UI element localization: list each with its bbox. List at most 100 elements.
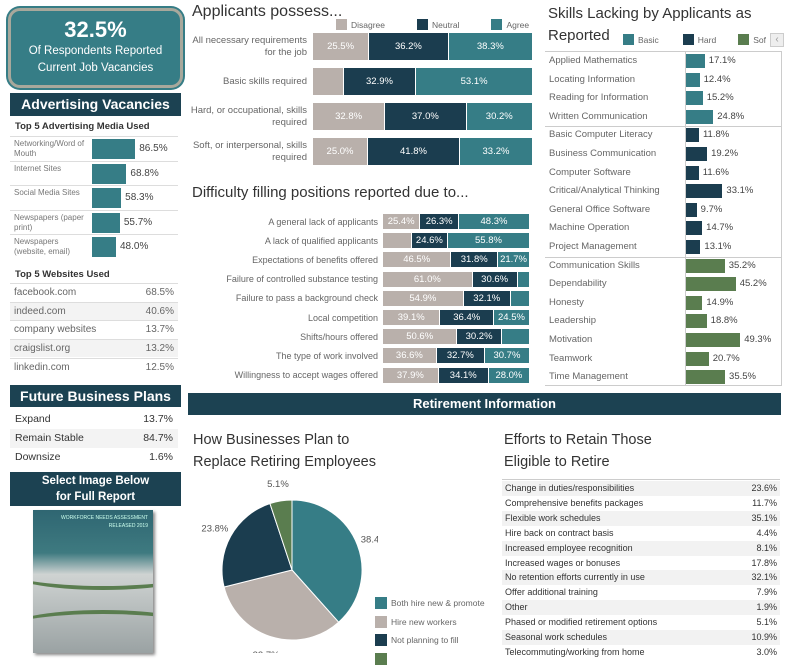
efforts-value: 1.9%: [756, 602, 777, 613]
efforts-value: 8.1%: [756, 542, 777, 553]
stacked-bar: 39.1% 36.4% 24.5%: [383, 310, 530, 325]
efforts-value: 32.1%: [751, 572, 777, 583]
pie-slice-label: 32.7%: [253, 650, 280, 653]
efforts-row: Flexible work schedules 35.1%: [502, 510, 780, 526]
media-row: Internet Sites 68.8%: [10, 160, 178, 185]
skill-bar: [686, 165, 699, 180]
website-value: 12.5%: [145, 361, 174, 373]
skill-value: 45.2%: [739, 278, 767, 290]
pie-title-line2: Replace Retiring Employees: [193, 454, 376, 470]
pie-legend-item: Not planning to fill: [375, 634, 459, 646]
skill-label: Machine Operation: [549, 222, 630, 234]
pie-title-line1: How Businesses Plan to: [193, 432, 350, 448]
pie-slice[interactable]: [269, 499, 293, 571]
stacked-bar: 46.5% 31.8% 21.7%: [383, 252, 530, 268]
future-row: Remain Stable 84.7%: [10, 429, 178, 448]
skill-label: Communication Skills: [549, 259, 640, 271]
skill-bar: [686, 221, 703, 236]
efforts-row: Offer additional training 7.9%: [502, 585, 780, 601]
pie-slice-label: 23.8%: [201, 524, 228, 535]
legend-scroll-left-icon[interactable]: ‹: [770, 33, 784, 47]
bar-segment-agree: 33.2%: [459, 138, 533, 165]
efforts-label: No retention efforts currently in use: [505, 572, 645, 583]
skill-row: Applied Mathematics 17.1%: [545, 52, 782, 71]
skill-bar: [686, 54, 705, 68]
retirement-header: Retirement Information: [188, 393, 781, 415]
pie-legend-swatch: [375, 597, 387, 609]
website-row: craigslist.org 13.2%: [10, 339, 178, 358]
media-label: Social Media Sites: [14, 188, 80, 197]
skill-row: Time Management 35.5%: [545, 368, 782, 387]
media-bar: [92, 212, 120, 233]
skill-value: 18.8%: [710, 315, 738, 327]
bar-segment-agree: 28.0%: [488, 367, 530, 383]
bar-segment-neutral: 37.0%: [385, 103, 467, 130]
replace-retiring-pie-chart: 38.4% 32.7% 23.8% 5.1%: [201, 479, 378, 653]
efforts-label: Phased or modified retirement options: [505, 617, 658, 628]
legend-hard: Hard: [697, 34, 717, 45]
future-header: Future Business Plans: [10, 385, 181, 407]
row-label: Willingness to accept wages offered: [234, 370, 378, 381]
skill-bar: [686, 72, 700, 87]
bar-segment-agree: 38.3%: [448, 33, 533, 60]
media-row: Social Media Sites 58.3%: [10, 185, 178, 209]
pie-slice[interactable]: [291, 499, 363, 623]
skill-label: Business Communication: [549, 148, 657, 159]
skill-row: Computer Software 11.6%: [545, 164, 782, 183]
bar-segment-agree: 55.8%: [447, 233, 530, 249]
bar-segment-disagree: 50.6%: [383, 329, 458, 345]
pie-slice[interactable]: [221, 502, 293, 588]
website-label: facebook.com: [14, 287, 77, 298]
future-label: Downsize: [15, 451, 61, 463]
media-bar: [92, 237, 116, 257]
media-label: Newspapers (website, email): [14, 237, 71, 256]
pie-slice[interactable]: [223, 569, 340, 641]
stacked-bar: 32.9% 53.1%: [313, 68, 533, 95]
efforts-label: Increased employee recognition: [505, 542, 633, 553]
legend-swatch-soft: [738, 34, 750, 45]
bar-segment-neutral: 32.1%: [463, 290, 511, 306]
row-label: Failure of controlled substance testing: [226, 274, 378, 285]
skill-value: 9.7%: [700, 203, 723, 215]
skill-value: 17.1%: [708, 55, 736, 66]
stacked-bar: 25.4% 26.3% 48.3%: [383, 214, 530, 229]
bar-segment-agree: [510, 290, 530, 306]
full-report-cover-image[interactable]: WORKFORCE NEEDS ASSESSMENT RELEASED 2019: [33, 510, 153, 653]
efforts-label: Flexible work schedules: [505, 512, 601, 523]
applicants-legend: Disagree Neutral Agree: [336, 19, 529, 30]
pie-legend-item: [375, 652, 391, 665]
applicants-title: Applicants possess...: [192, 3, 343, 20]
media-row: Newspapers (paper print) 55.7%: [10, 209, 178, 234]
skill-row: Communication Skills 35.2%: [545, 257, 782, 276]
skill-value: 11.8%: [702, 129, 730, 141]
legend-swatch-disagree: [336, 19, 347, 30]
efforts-title-line1: Efforts to Retain Those: [504, 432, 652, 448]
efforts-title: Efforts to Retain Those Eligible to Reti…: [504, 429, 652, 473]
pie-slice-label: 5.1%: [267, 479, 289, 490]
website-row: company websites 13.7%: [10, 320, 178, 339]
stacked-bar: 24.6% 55.8%: [383, 233, 530, 249]
website-value: 13.2%: [145, 343, 174, 355]
pie-legend-label: Not planning to fill: [391, 635, 459, 645]
skill-value: 35.2%: [728, 259, 756, 271]
bar-segment-disagree: [313, 68, 344, 95]
pie-legend-item: Both hire new & promote: [375, 597, 485, 609]
skill-row: General Office Software 9.7%: [545, 201, 782, 220]
stacked-bar: 32.8% 37.0% 30.2%: [313, 103, 533, 130]
future-row: Expand 13.7%: [10, 410, 178, 429]
bar-segment-agree: 53.1%: [416, 68, 533, 95]
skill-row: Teamwork 20.7%: [545, 350, 782, 369]
skill-label: Computer Software: [549, 166, 631, 178]
media-value: 68.8%: [130, 167, 159, 179]
row-label: Expectations of benefits offered: [252, 254, 378, 265]
efforts-value: 17.8%: [751, 557, 777, 568]
efforts-value: 5.1%: [756, 617, 777, 628]
bar-segment-disagree: 25.4%: [383, 214, 421, 229]
row-label: Shifts/hours offered: [300, 331, 378, 342]
skill-value: 11.6%: [702, 166, 729, 178]
efforts-row: Change in duties/responsibilities 23.6%: [502, 481, 780, 496]
bar-segment-disagree: 61.0%: [383, 271, 473, 287]
skill-value: 35.5%: [729, 371, 756, 383]
skill-bar: [686, 128, 699, 143]
row-label: Failure to pass a background check: [235, 293, 378, 304]
